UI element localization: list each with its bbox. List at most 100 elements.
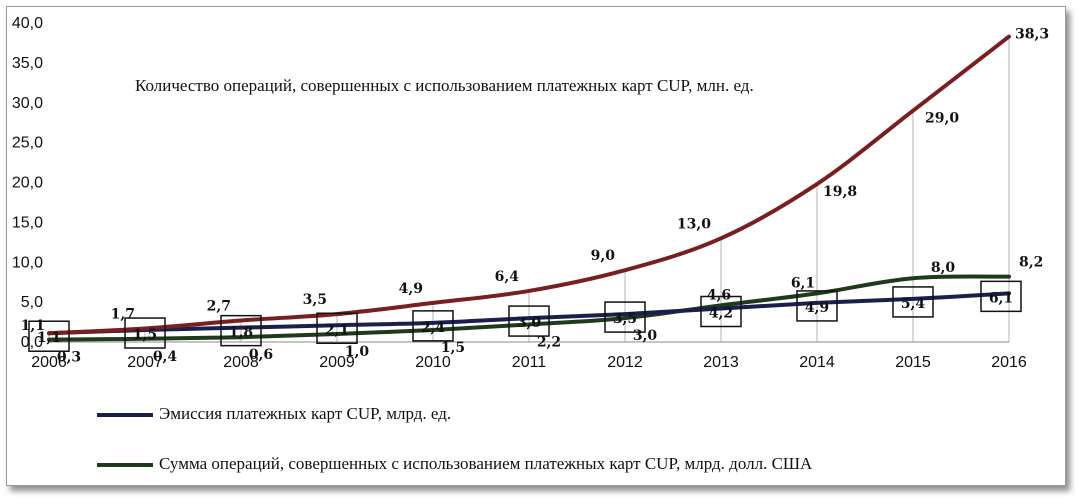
data-point-emission [431,321,435,325]
data-label-amount: 0,3 [57,350,81,366]
data-point-amount [527,322,531,326]
legend-label-amount: Сумма операций, совершенных с использова… [159,454,813,473]
data-point-operations [719,236,723,240]
data-label-emission: 2,4 [421,320,446,336]
data-label-amount: 6,1 [791,275,815,291]
data-label-box-emission [892,286,934,318]
data-point-operations [815,182,819,186]
data-label-box-emission [980,280,1022,313]
data-label-amount: 1,5 [441,340,465,356]
data-point-amount [911,276,915,280]
y-tick-label: 15,0 [12,214,43,231]
x-tick-label: 2007 [127,354,163,371]
data-point-emission [239,326,243,330]
chart-title: Количество операций, совершенных с испол… [135,76,754,95]
x-tick-label: 2016 [991,354,1027,371]
data-label-emission: 1,1 [37,330,61,346]
data-label-operations: 6,4 [495,269,520,285]
data-label-box-emission [796,290,838,322]
data-label-amount: 2,2 [537,334,561,350]
data-label-amount: 1,0 [345,344,370,360]
data-label-operations: 13,0 [677,216,711,232]
y-tick-label: 40,0 [12,15,43,32]
data-label-amount: 4,6 [707,287,731,303]
x-tick-label: 2015 [895,354,931,371]
data-point-operations [623,268,627,272]
x-tick-label: 2013 [703,354,739,371]
data-point-operations [239,318,243,322]
data-label-amount: 8,0 [931,260,956,276]
chart-frame: Количество операций, совершенных с испол… [6,6,1066,486]
data-point-emission [815,301,819,305]
data-point-amount [1007,275,1011,279]
data-point-amount [47,338,51,342]
data-label-emission: 2,1 [325,322,349,338]
data-point-emission [335,323,339,327]
data-point-operations [143,326,147,330]
data-label-emission: 6,1 [989,290,1013,306]
data-label-box-emission [604,301,646,333]
legend-label-emission: Эмиссия платежных карт CUP, млрд. ед. [159,404,451,423]
data-point-amount [623,316,627,320]
y-tick-label: 10,0 [12,254,43,271]
y-tick-label: 5,0 [21,294,43,311]
data-label-box-emission [28,320,70,352]
data-point-amount [815,291,819,295]
x-tick-label: 2006 [31,354,67,371]
data-point-emission [1007,291,1011,295]
data-point-amount [431,328,435,332]
data-point-amount [239,335,243,339]
data-label-amount: 0,6 [249,347,273,363]
data-point-emission [911,297,915,301]
x-tick-label: 2009 [319,354,355,371]
data-point-operations [47,331,51,335]
data-label-amount: 0,4 [153,349,178,365]
data-point-emission [623,312,627,316]
y-tick-label: 0,0 [21,334,43,351]
data-label-emission: 1,8 [229,325,253,341]
data-point-amount [719,303,723,307]
data-point-emission [719,307,723,311]
x-tick-label: 2010 [415,354,451,371]
data-label-box-emission [508,305,550,337]
data-point-emission [527,316,531,320]
data-label-amount: 8,2 [1019,255,1043,271]
x-tick-label: 2011 [512,354,547,371]
data-point-operations [911,109,915,113]
data-label-emission: 1,5 [133,327,157,343]
data-label-box-emission [220,314,262,347]
data-label-emission: 5,4 [901,296,926,312]
data-point-amount [335,332,339,336]
data-label-operations: 3,5 [303,292,327,308]
y-tick-label: 25,0 [12,135,43,152]
data-label-operations: 38,3 [1015,27,1049,43]
data-label-box-emission [700,295,742,328]
data-label-operations: 19,8 [823,184,857,200]
data-label-amount: 3,0 [633,328,658,344]
x-tick-label: 2008 [223,354,259,371]
data-point-operations [1007,35,1011,39]
data-point-operations [431,301,435,305]
data-label-emission: 4,2 [709,306,733,322]
data-point-amount [143,337,147,341]
x-tick-label: 2014 [799,354,835,371]
data-label-emission: 3,0 [517,315,542,331]
data-label-operations: 29,0 [925,111,959,127]
data-label-emission: 4,9 [805,300,829,316]
y-tick-label: 20,0 [12,175,43,192]
data-label-operations: 2,7 [207,298,231,314]
data-label-box-emission [316,312,358,345]
y-tick-label: 30,0 [12,95,43,112]
data-point-operations [527,289,531,293]
x-tick-label: 2012 [607,354,643,371]
series-line-operations [47,34,1011,336]
data-label-operations: 9,0 [591,248,616,264]
line-chart: Количество операций, совершенных с испол… [12,15,1049,473]
data-label-operations: 1,1 [21,318,45,334]
data-label-box-emission [124,317,166,349]
data-label-box-emission [412,310,454,342]
data-label-emission: 3,5 [613,311,637,327]
data-label-operations: 4,9 [399,281,423,297]
data-label-operations: 1,7 [111,306,135,322]
y-tick-label: 35,0 [12,55,43,72]
